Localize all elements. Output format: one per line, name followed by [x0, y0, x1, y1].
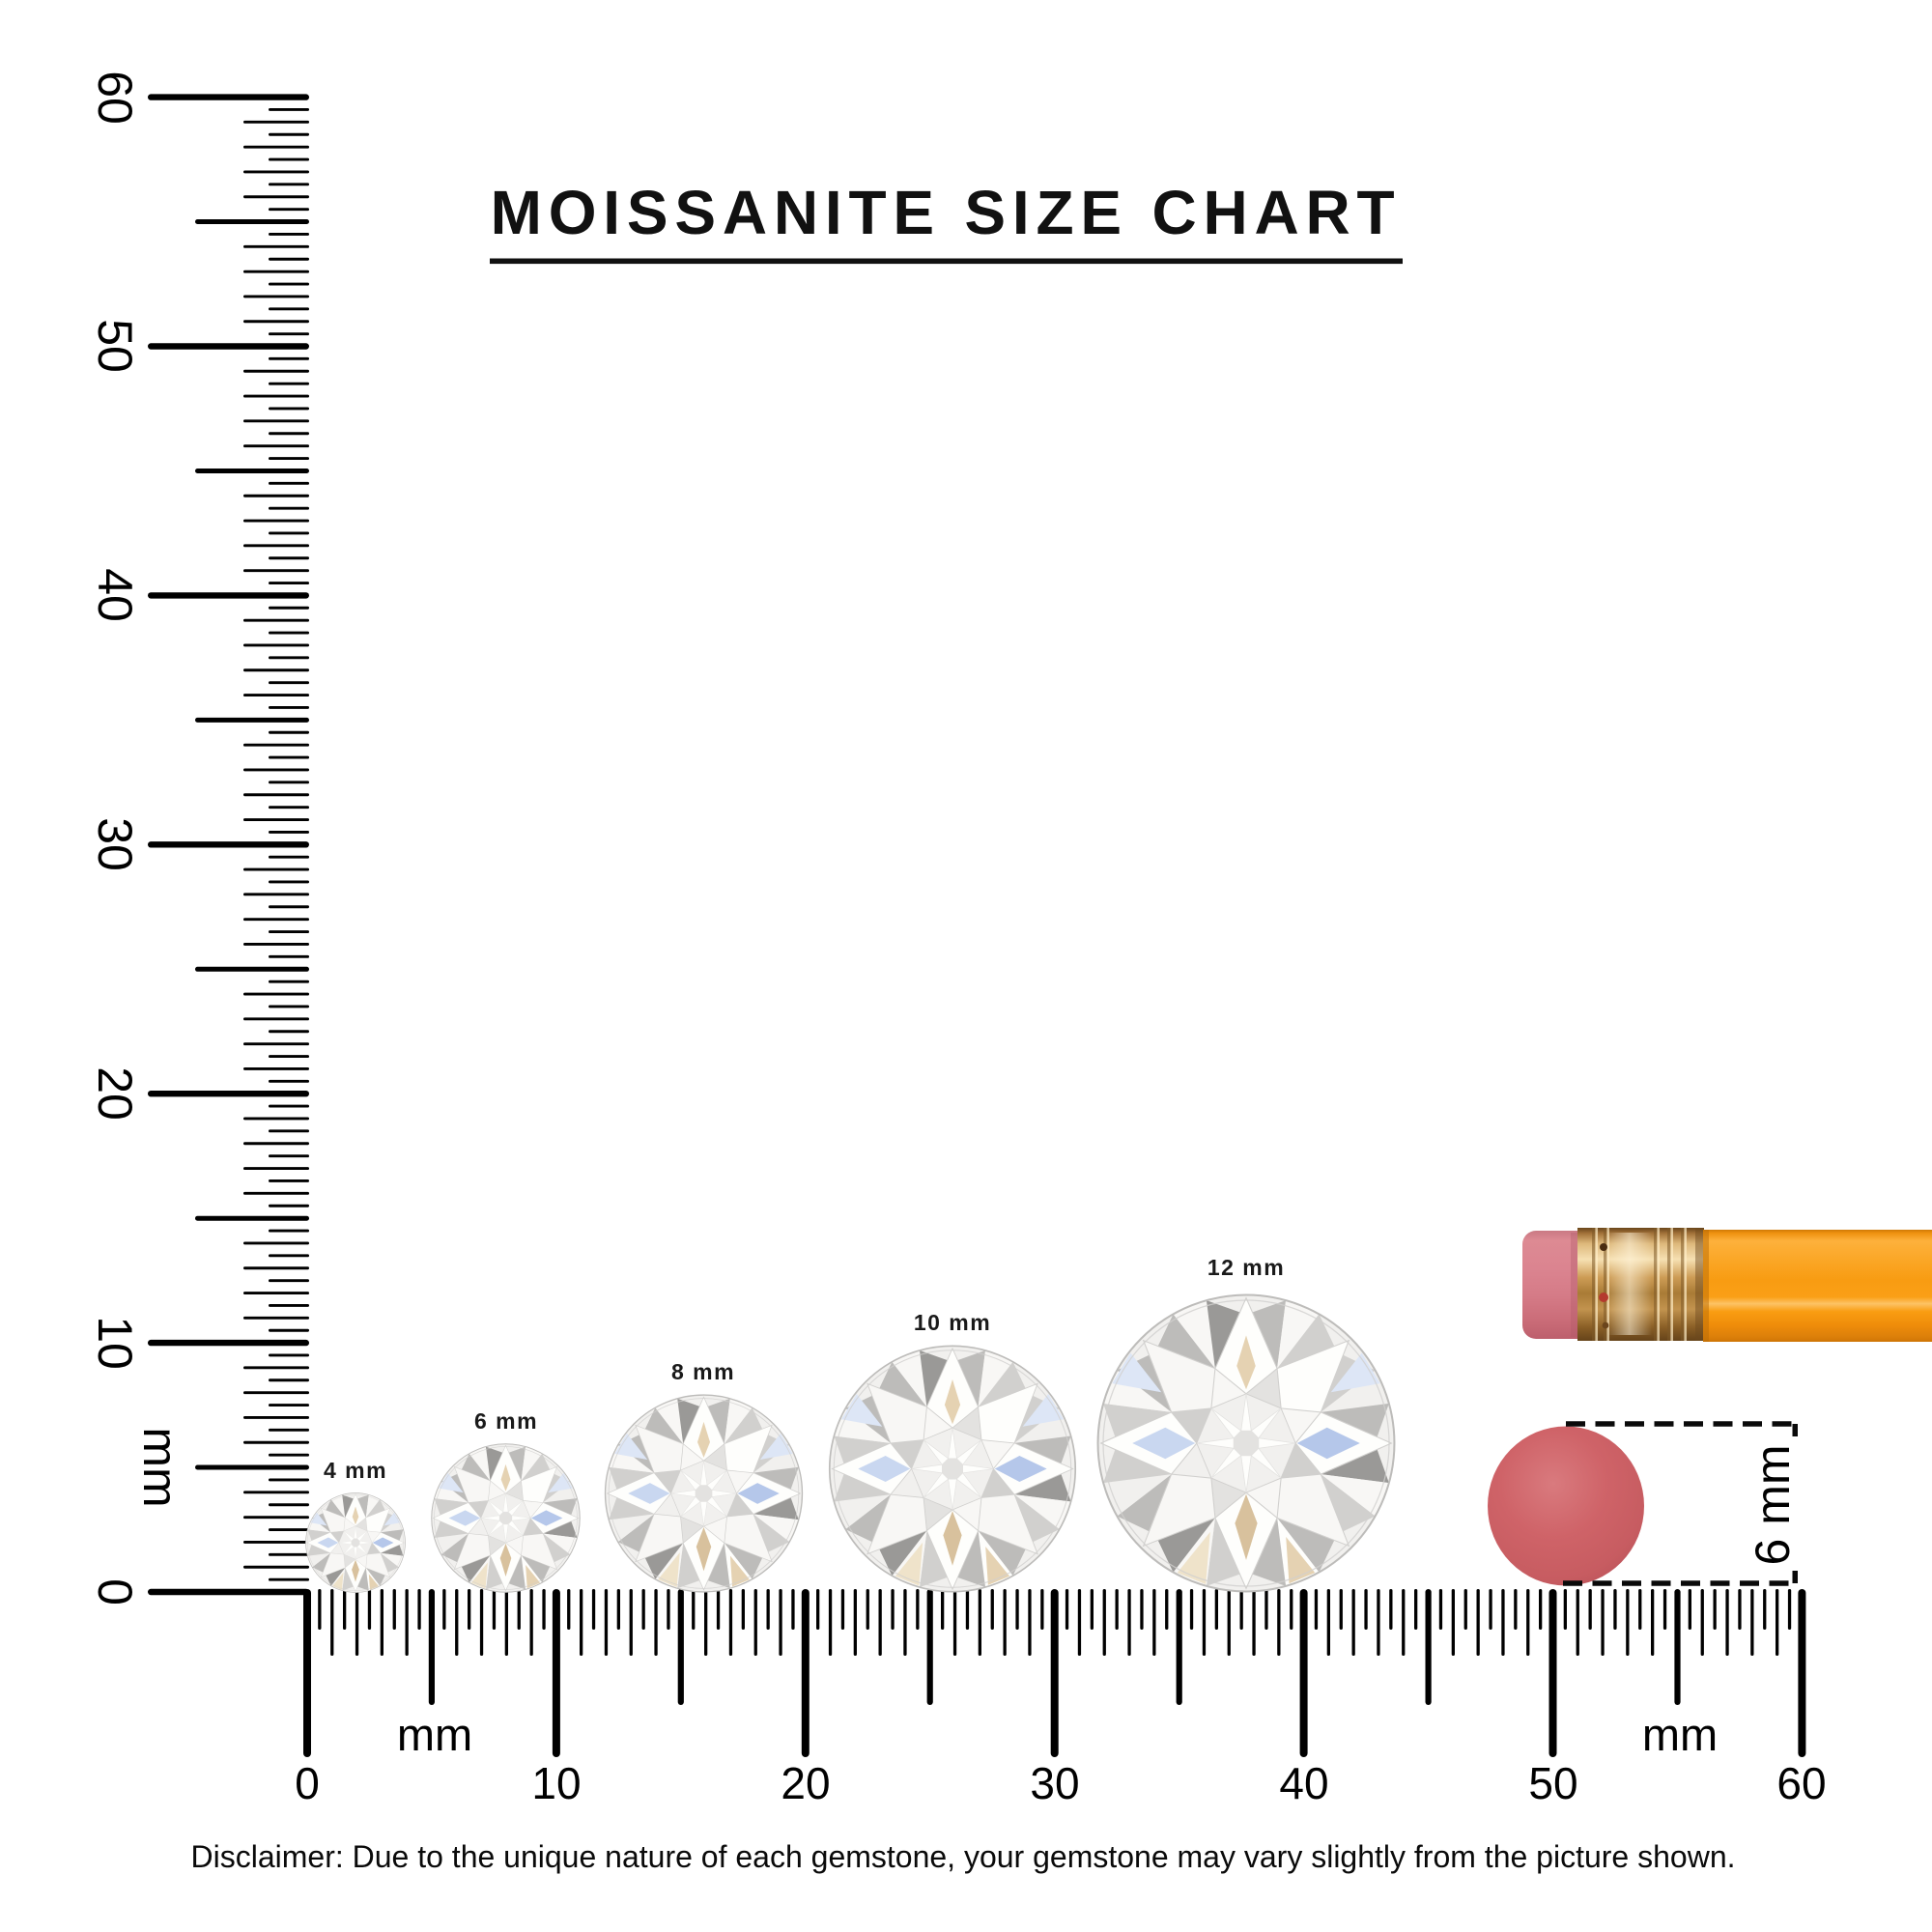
- svg-text:20: 20: [88, 1066, 142, 1121]
- svg-text:0: 0: [295, 1758, 320, 1808]
- svg-text:mm: mm: [397, 1709, 472, 1760]
- svg-text:4 mm: 4 mm: [324, 1458, 387, 1483]
- svg-text:10: 10: [531, 1758, 581, 1808]
- svg-text:mm: mm: [133, 1427, 187, 1507]
- svg-text:20: 20: [781, 1758, 830, 1808]
- svg-text:0: 0: [88, 1578, 142, 1605]
- svg-text:10: 10: [88, 1316, 142, 1370]
- svg-text:60: 60: [88, 71, 142, 125]
- svg-text:40: 40: [88, 568, 142, 622]
- svg-text:MOISSANITE SIZE CHART: MOISSANITE SIZE CHART: [491, 178, 1402, 247]
- svg-text:Disclaimer: Due to the unique: Disclaimer: Due to the unique nature of …: [191, 1839, 1736, 1874]
- svg-text:40: 40: [1279, 1758, 1328, 1808]
- svg-text:8 mm: 8 mm: [671, 1359, 735, 1384]
- svg-text:10 mm: 10 mm: [914, 1310, 991, 1335]
- svg-text:30: 30: [1030, 1758, 1079, 1808]
- svg-text:mm: mm: [1642, 1709, 1718, 1760]
- svg-text:50: 50: [88, 319, 142, 373]
- svg-text:12 mm: 12 mm: [1208, 1255, 1285, 1280]
- svg-text:60: 60: [1776, 1758, 1826, 1808]
- svg-text:6 mm: 6 mm: [1746, 1445, 1800, 1566]
- svg-text:50: 50: [1528, 1758, 1577, 1808]
- svg-text:30: 30: [88, 817, 142, 871]
- svg-text:6 mm: 6 mm: [474, 1408, 538, 1434]
